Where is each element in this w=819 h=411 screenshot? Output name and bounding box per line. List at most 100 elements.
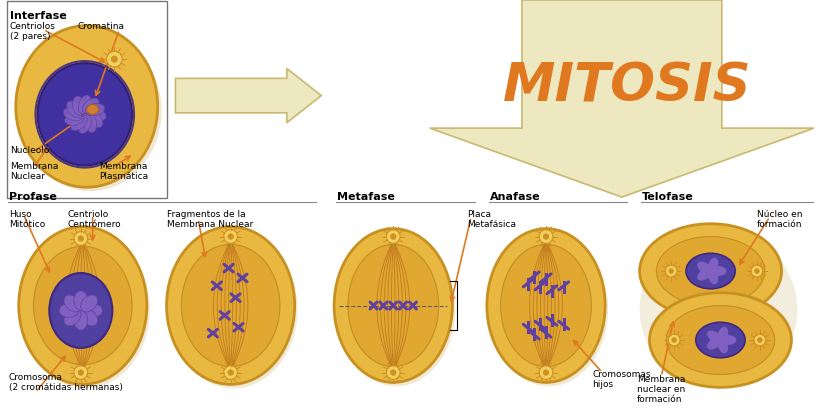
- Ellipse shape: [80, 309, 97, 326]
- Ellipse shape: [224, 230, 238, 243]
- Ellipse shape: [664, 265, 676, 277]
- Ellipse shape: [64, 295, 81, 312]
- Ellipse shape: [49, 273, 112, 348]
- Ellipse shape: [87, 108, 106, 121]
- Ellipse shape: [166, 227, 294, 384]
- Text: MITOSIS: MITOSIS: [502, 61, 750, 113]
- Ellipse shape: [73, 96, 84, 115]
- Text: Huso
Mitótico: Huso Mitótico: [9, 210, 45, 229]
- Ellipse shape: [85, 104, 105, 115]
- Ellipse shape: [78, 115, 91, 134]
- Ellipse shape: [706, 337, 720, 350]
- Ellipse shape: [82, 98, 99, 114]
- Ellipse shape: [500, 245, 590, 367]
- Ellipse shape: [717, 327, 727, 342]
- Ellipse shape: [83, 304, 102, 317]
- Text: Interfase: Interfase: [10, 11, 66, 21]
- Ellipse shape: [65, 113, 84, 125]
- Ellipse shape: [538, 230, 552, 243]
- Ellipse shape: [753, 334, 765, 346]
- Text: Profase: Profase: [9, 192, 57, 202]
- Ellipse shape: [16, 25, 157, 187]
- Ellipse shape: [181, 245, 279, 367]
- Text: Núcleo en
formación: Núcleo en formación: [756, 210, 802, 229]
- Text: Telofase: Telofase: [640, 192, 693, 202]
- Ellipse shape: [87, 104, 98, 114]
- Ellipse shape: [671, 338, 676, 342]
- Ellipse shape: [224, 366, 238, 379]
- Ellipse shape: [686, 253, 735, 289]
- Ellipse shape: [706, 330, 720, 343]
- Ellipse shape: [649, 293, 790, 387]
- Ellipse shape: [696, 268, 710, 281]
- Text: Metafase: Metafase: [337, 192, 395, 202]
- Ellipse shape: [489, 233, 608, 386]
- Ellipse shape: [538, 366, 552, 379]
- Ellipse shape: [486, 229, 604, 382]
- Ellipse shape: [21, 231, 150, 388]
- Ellipse shape: [78, 236, 84, 241]
- Text: Membrana
Nuclear: Membrana Nuclear: [10, 162, 58, 181]
- Ellipse shape: [74, 232, 88, 245]
- Ellipse shape: [542, 370, 548, 375]
- Ellipse shape: [717, 338, 727, 353]
- Polygon shape: [175, 69, 321, 123]
- Text: Fragmentos de la
Membrana Nuclear: Fragmentos de la Membrana Nuclear: [166, 210, 252, 229]
- Text: Membrana
nuclear en
formación: Membrana nuclear en formación: [636, 374, 684, 404]
- Ellipse shape: [74, 291, 88, 310]
- Text: Centriolo
Centrómero: Centriolo Centrómero: [67, 210, 120, 229]
- Polygon shape: [429, 0, 813, 197]
- Ellipse shape: [38, 63, 132, 166]
- Ellipse shape: [655, 237, 764, 305]
- Ellipse shape: [34, 246, 132, 365]
- Ellipse shape: [80, 295, 97, 312]
- Ellipse shape: [70, 115, 87, 131]
- Ellipse shape: [707, 258, 717, 273]
- Ellipse shape: [111, 56, 117, 62]
- Ellipse shape: [390, 370, 396, 375]
- Ellipse shape: [170, 231, 297, 388]
- Text: Nucleolo: Nucleolo: [10, 146, 49, 155]
- Text: Membrana
Plasmática: Membrana Plasmática: [99, 162, 148, 181]
- Ellipse shape: [64, 309, 81, 326]
- Ellipse shape: [386, 366, 400, 379]
- Text: Cromatina: Cromatina: [77, 22, 124, 31]
- Ellipse shape: [753, 269, 758, 273]
- Ellipse shape: [750, 265, 762, 277]
- Ellipse shape: [78, 95, 91, 114]
- Ellipse shape: [710, 266, 726, 276]
- Ellipse shape: [639, 231, 796, 388]
- Ellipse shape: [667, 334, 679, 346]
- FancyBboxPatch shape: [7, 1, 166, 198]
- Ellipse shape: [390, 234, 396, 239]
- Ellipse shape: [668, 269, 672, 273]
- Ellipse shape: [757, 338, 762, 342]
- Ellipse shape: [696, 261, 710, 274]
- Ellipse shape: [228, 370, 233, 375]
- Text: Anafase: Anafase: [489, 192, 540, 202]
- Ellipse shape: [333, 229, 452, 382]
- Ellipse shape: [639, 224, 781, 319]
- Ellipse shape: [66, 101, 82, 118]
- Text: Centriolos
(2 pares): Centriolos (2 pares): [10, 22, 56, 41]
- Text: Placa
Metafásica: Placa Metafásica: [467, 210, 515, 229]
- Ellipse shape: [106, 51, 122, 67]
- Ellipse shape: [87, 111, 102, 128]
- Ellipse shape: [386, 230, 400, 243]
- Ellipse shape: [19, 227, 147, 384]
- Ellipse shape: [337, 233, 455, 386]
- Ellipse shape: [59, 304, 79, 317]
- Ellipse shape: [84, 113, 97, 132]
- Ellipse shape: [720, 335, 735, 345]
- Ellipse shape: [78, 370, 84, 375]
- Text: Cromosomas
hijos: Cromosomas hijos: [591, 369, 650, 389]
- Ellipse shape: [695, 322, 744, 358]
- Ellipse shape: [63, 108, 82, 121]
- Ellipse shape: [347, 245, 438, 367]
- Ellipse shape: [228, 234, 233, 239]
- Ellipse shape: [20, 30, 161, 191]
- Ellipse shape: [542, 234, 548, 239]
- Ellipse shape: [74, 310, 88, 330]
- Ellipse shape: [665, 305, 774, 374]
- Ellipse shape: [74, 366, 88, 379]
